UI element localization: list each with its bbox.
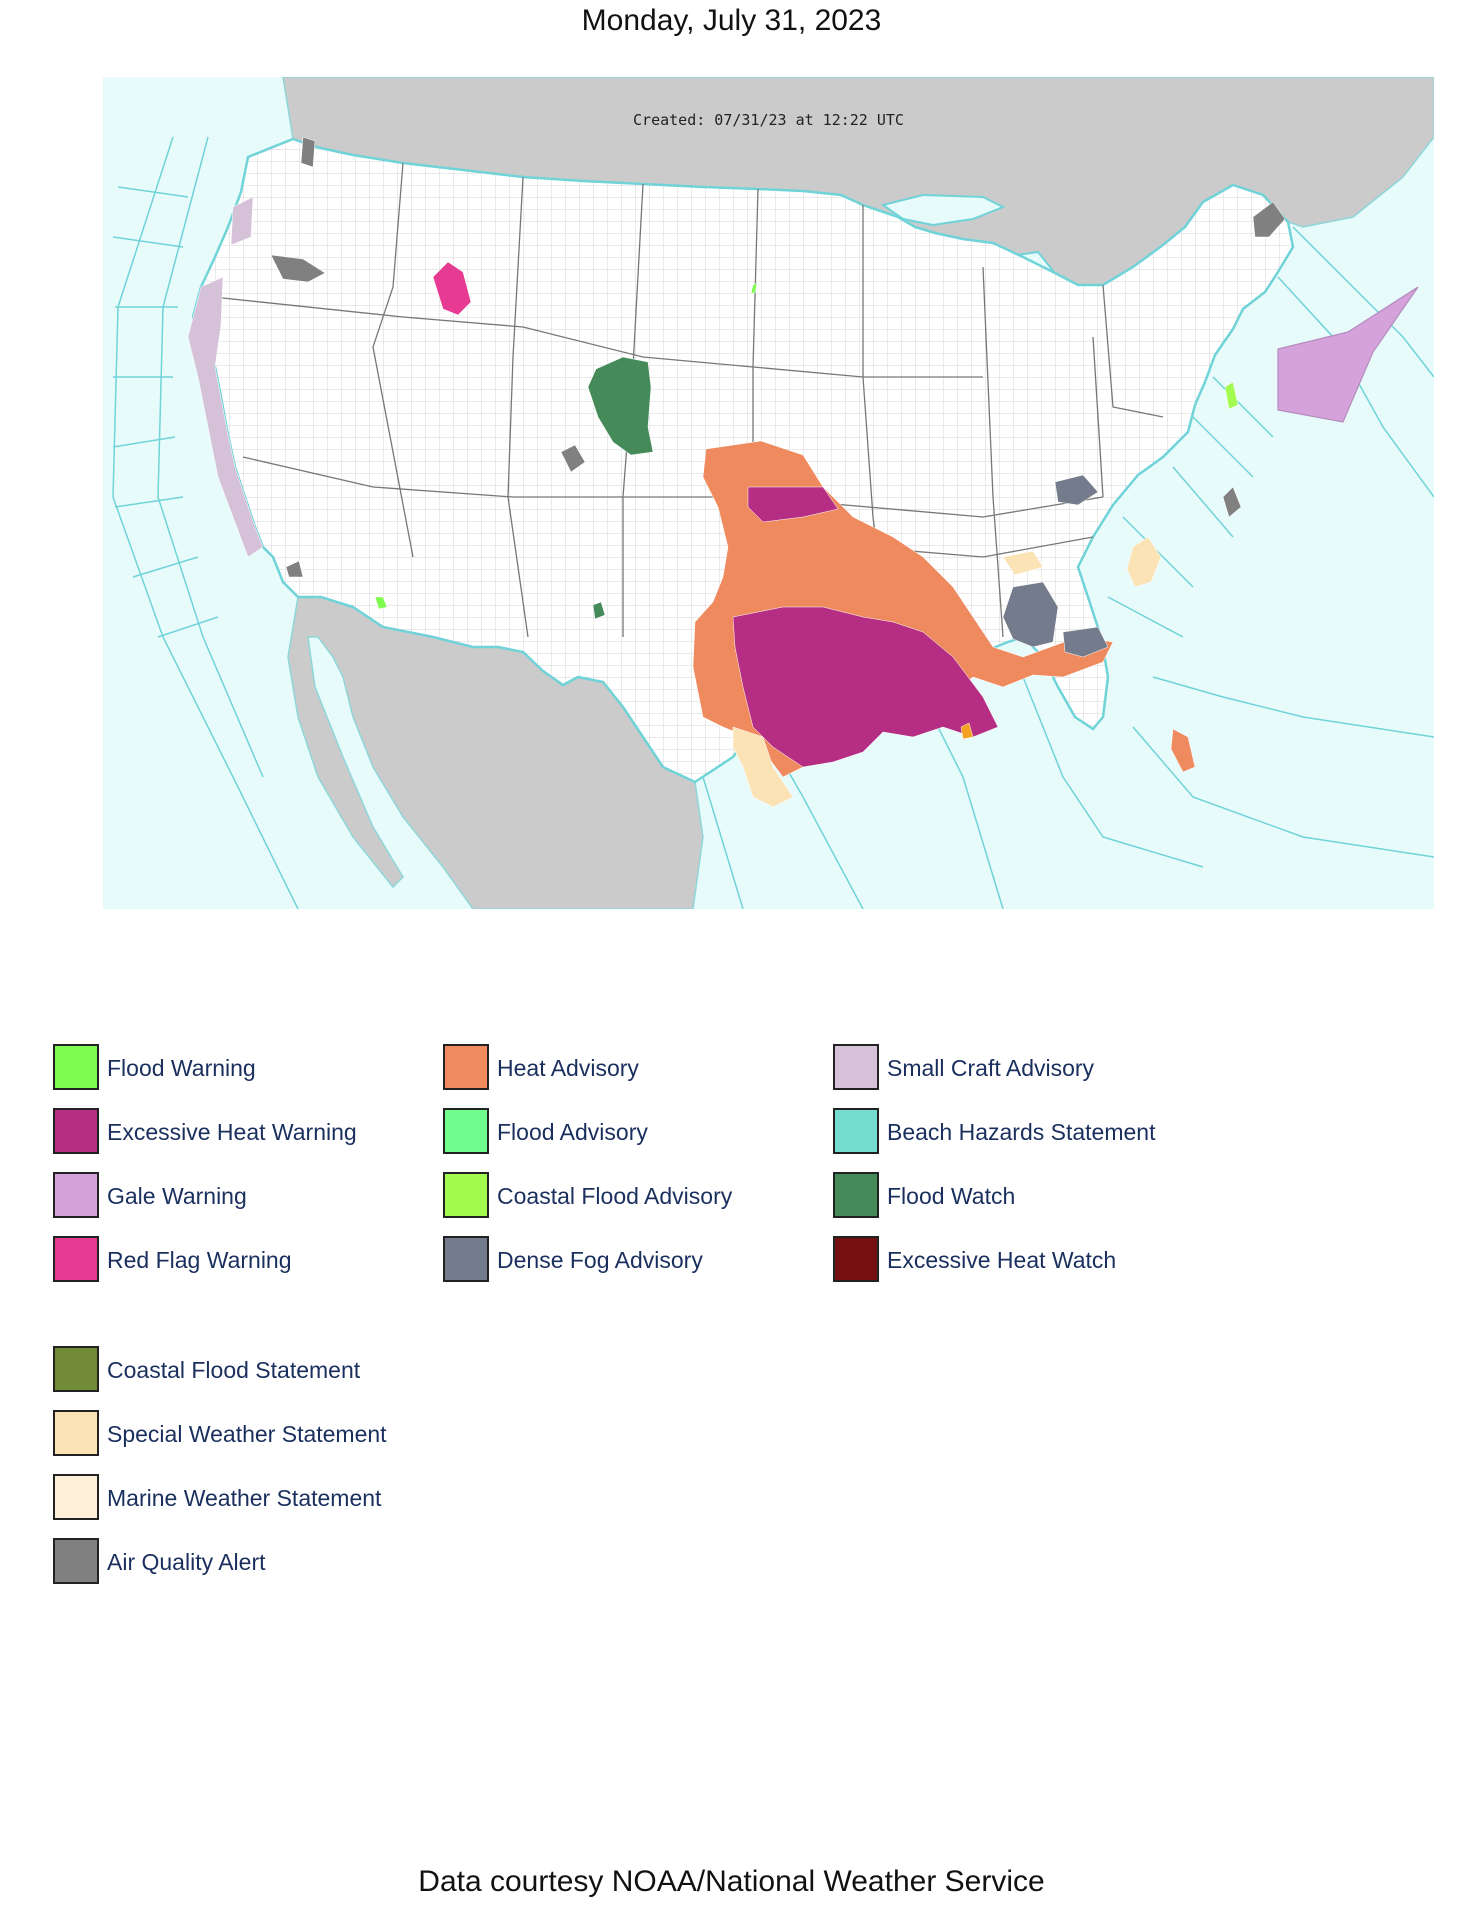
legend-swatch (53, 1236, 99, 1282)
map-graphic (103, 77, 1434, 909)
legend-label: Dense Fog Advisory (497, 1247, 703, 1273)
legend-swatch (53, 1044, 99, 1090)
dense-fog-advisory-area (1054, 474, 1099, 506)
legend-swatch (53, 1410, 99, 1456)
legend-label: Heat Advisory (497, 1055, 639, 1081)
legend-label: Coastal Flood Statement (107, 1357, 361, 1383)
excessive-heat-warning-area (747, 486, 839, 523)
legend-swatch (443, 1172, 489, 1218)
air-quality-alert-area (270, 254, 326, 283)
red-flag-warning-area (432, 261, 472, 316)
flood-warning-area (750, 282, 758, 294)
small-craft-advisory-area (187, 276, 264, 558)
legend-swatch (833, 1172, 879, 1218)
alert-overlays (187, 136, 1419, 808)
legend-label: Small Craft Advisory (887, 1055, 1095, 1081)
legend-swatch (53, 1108, 99, 1154)
legend-label: Marine Weather Statement (107, 1485, 382, 1511)
legend-label: Flood Watch (887, 1183, 1016, 1209)
special-weather-statement-area (1002, 550, 1044, 576)
legend-label: Gale Warning (107, 1183, 247, 1209)
legend-swatch (833, 1108, 879, 1154)
legend-swatch (53, 1346, 99, 1392)
gale-warning-area (1277, 286, 1419, 423)
legend-label: Special Weather Statement (107, 1421, 387, 1447)
legend-label: Beach Hazards Statement (887, 1119, 1156, 1145)
legend-swatch (53, 1172, 99, 1218)
data-credit: Data courtesy NOAA/National Weather Serv… (418, 1865, 1045, 1898)
state-lines (212, 162, 1164, 638)
legend-swatch (443, 1108, 489, 1154)
coastal-flood-advisory-area (1224, 381, 1239, 410)
legend-label: Red Flag Warning (107, 1247, 292, 1273)
legend-label: Excessive Heat Watch (887, 1247, 1117, 1273)
legend-swatch (833, 1236, 879, 1282)
legend-swatch (53, 1538, 99, 1584)
flood-watch-area (587, 356, 654, 456)
legend-label: Coastal Flood Advisory (497, 1183, 733, 1209)
legend-swatch (53, 1474, 99, 1520)
legend-swatch (443, 1044, 489, 1090)
map-created-label: Created: 07/31/23 at 12:22 UTC (633, 111, 904, 129)
legend-swatch (443, 1236, 489, 1282)
legend-label: Flood Warning (107, 1055, 256, 1081)
legend-label: Flood Advisory (497, 1119, 648, 1145)
weather-alerts-map: Created: 07/31/23 at 12:22 UTC (103, 77, 1434, 909)
legend-label: Excessive Heat Warning (107, 1119, 357, 1145)
legend-swatch (833, 1044, 879, 1090)
excessive-heat-watch-area (960, 722, 974, 740)
page-title: Monday, July 31, 2023 (581, 4, 882, 37)
legend-label: Air Quality Alert (107, 1549, 266, 1575)
